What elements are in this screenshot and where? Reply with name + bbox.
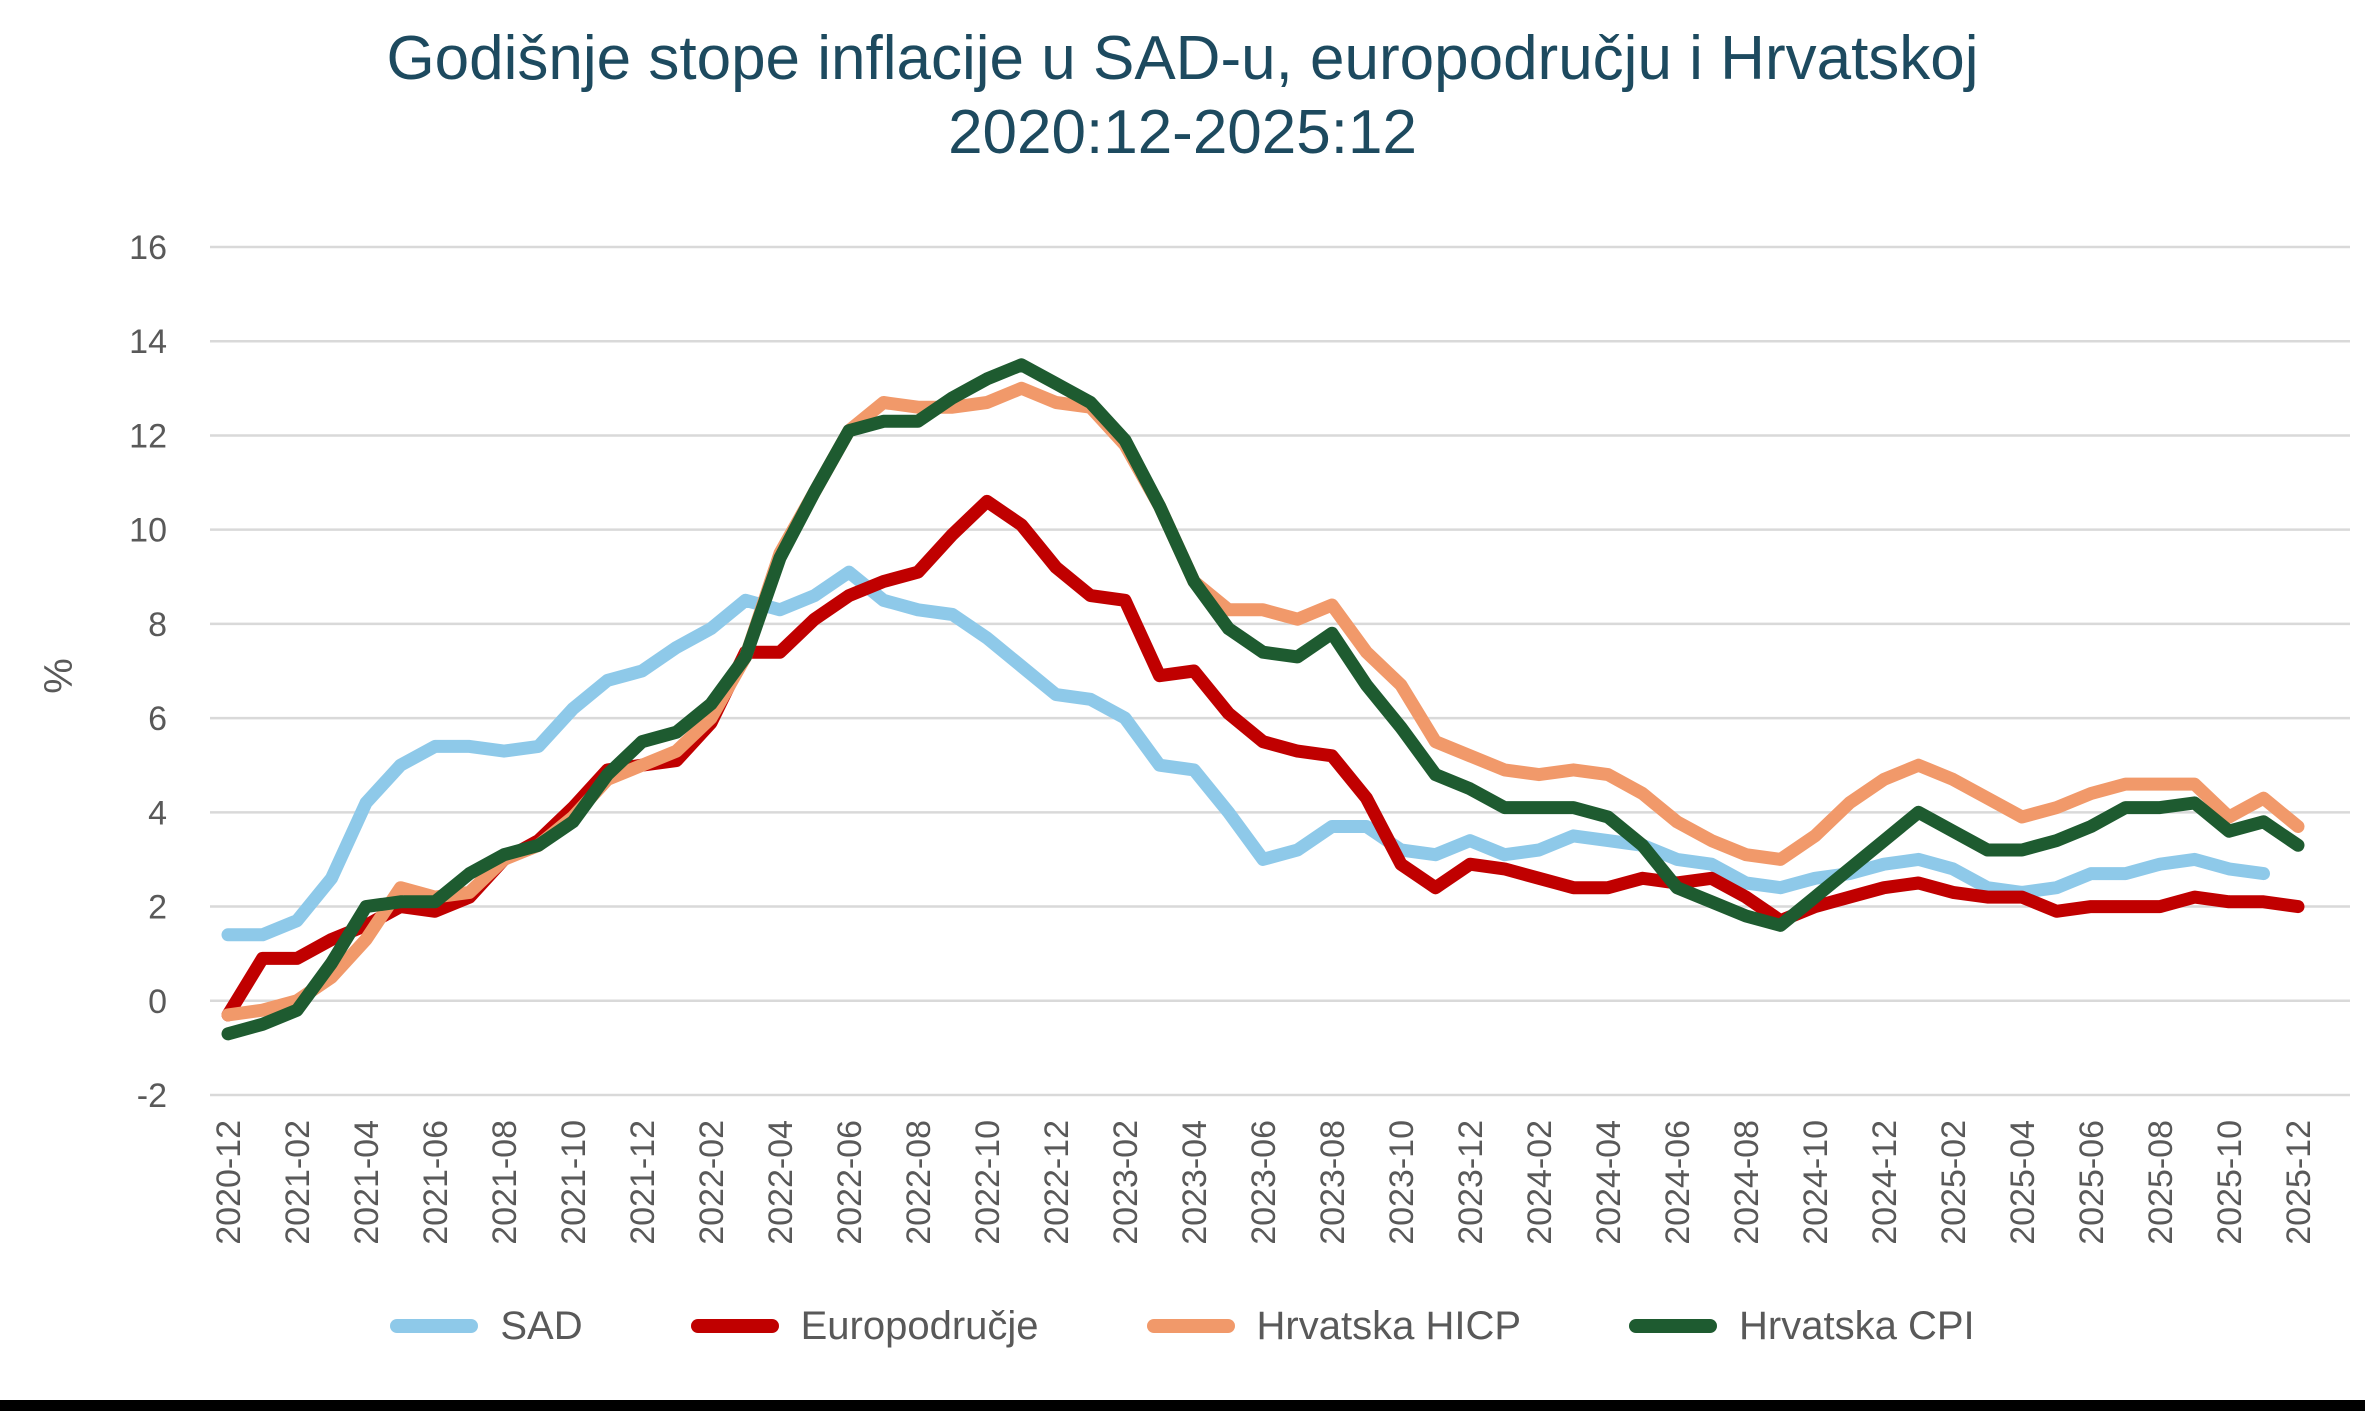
x-tick-label: 2023-04 [1176, 1120, 1214, 1245]
x-tick-label: 2023-08 [1314, 1120, 1352, 1245]
x-tick-label: 2024-08 [1728, 1120, 1766, 1245]
chart-legend: SAD Europodručje Hrvatska HICP Hrvatska CPI [0, 1306, 2365, 1346]
series-line-europodrucje [221, 494, 2305, 1022]
x-tick-label: 2021-10 [555, 1120, 593, 1245]
y-tick-label: 6 [148, 700, 167, 738]
legend-item-sad: SAD [390, 1304, 583, 1348]
chart-title: Godišnje stope inflacije u SAD-u, europo… [386, 24, 1979, 93]
x-tick-label: 2023-06 [1245, 1120, 1283, 1245]
x-tick-label: 2025-04 [2004, 1120, 2042, 1245]
legend-swatch-hrvatska-cpi [1629, 1319, 1718, 1333]
legend-item-hrvatska-hicp: Hrvatska HICP [1146, 1304, 1522, 1348]
x-tick-label: 2025-12 [2280, 1120, 2318, 1245]
x-tick-label: 2022-08 [900, 1120, 938, 1245]
chart-subtitle: 2020:12-2025:12 [948, 98, 1417, 167]
series-line-hrvatska-cpi [221, 358, 2305, 1041]
legend-item-europodrucje: Europodručje [690, 1304, 1039, 1348]
legend-item-hrvatska-cpi: Hrvatska CPI [1629, 1306, 1975, 1346]
x-tick-label: 2024-10 [1797, 1120, 1835, 1245]
y-axis-title: % [37, 658, 81, 694]
y-tick-label: 16 [129, 229, 167, 267]
x-tick-label: 2023-02 [1107, 1120, 1145, 1245]
x-tick-label: 2021-02 [279, 1120, 317, 1245]
legend-swatch-hrvatska-hicp [1146, 1319, 1235, 1333]
x-tick-label: 2023-10 [1383, 1120, 1421, 1245]
x-tick-label: 2025-02 [1935, 1120, 1973, 1245]
x-tick-label: 2021-08 [486, 1120, 524, 1245]
x-tick-label: 2025-10 [2211, 1120, 2249, 1245]
legend-swatch-europodrucje [690, 1319, 779, 1333]
x-tick-label: 2021-06 [417, 1120, 455, 1245]
x-tick-label: 2022-06 [831, 1120, 869, 1245]
y-tick-label: 12 [129, 417, 167, 455]
x-tick-label: 2024-02 [1521, 1120, 1559, 1245]
y-tick-label: 14 [129, 323, 167, 361]
x-tick-label: 2024-06 [1659, 1120, 1697, 1245]
bottom-bar [0, 1400, 2365, 1411]
legend-swatch-sad [390, 1319, 479, 1333]
x-tick-label: 2025-06 [2073, 1120, 2111, 1245]
y-tick-label: 4 [148, 794, 167, 832]
y-tick-label: 8 [148, 606, 167, 644]
y-tick-label: 2 [148, 889, 167, 927]
y-tick-label: -2 [137, 1077, 167, 1115]
chart-title-block: Godišnje stope inflacije u SAD-u, europo… [0, 22, 2365, 170]
series-line-hrvatska-hicp [221, 381, 2305, 1022]
x-tick-label: 2024-04 [1590, 1120, 1628, 1245]
x-tick-label: 2022-12 [1038, 1120, 1076, 1245]
y-tick-label: 10 [129, 512, 167, 550]
x-tick-label: 2024-12 [1866, 1120, 1904, 1245]
x-tick-label: 2022-10 [969, 1120, 1007, 1245]
series-line-sad [221, 565, 2270, 942]
x-tick-label: 2022-04 [762, 1120, 800, 1245]
legend-label-hrvatska-hicp: Hrvatska HICP [1256, 1304, 1522, 1348]
x-tick-label: 2021-04 [348, 1120, 386, 1245]
legend-label-sad: SAD [500, 1304, 583, 1348]
x-tick-label: 2023-12 [1452, 1120, 1490, 1245]
legend-label-europodrucje: Europodručje [800, 1304, 1039, 1348]
x-tick-label: 2021-12 [624, 1120, 662, 1245]
x-tick-label: 2020-12 [210, 1120, 248, 1245]
y-tick-label: 0 [148, 983, 167, 1021]
x-tick-label: 2022-02 [693, 1120, 731, 1245]
x-tick-label: 2025-08 [2142, 1120, 2180, 1245]
legend-label-hrvatska-cpi: Hrvatska CPI [1739, 1304, 1975, 1348]
